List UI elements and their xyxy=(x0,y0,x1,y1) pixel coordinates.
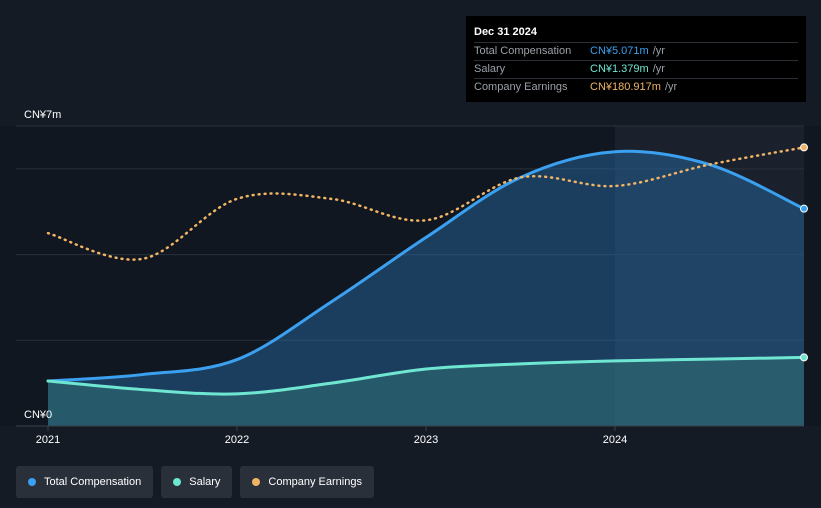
legend-dot-icon xyxy=(252,478,261,486)
legend-dot-icon xyxy=(28,478,36,486)
tooltip-value: CN¥5.071m xyxy=(590,45,649,57)
compensation-chart: 2021 2022 2023 2024 CN¥7m CN¥0 xyxy=(16,109,808,446)
x-tick-label: 2024 xyxy=(603,434,627,446)
legend-item-company-earnings[interactable]: Company Earnings xyxy=(240,466,374,498)
legend-item-salary[interactable]: Salary xyxy=(161,466,233,498)
tooltip-row-total-compensation: Total Compensation CN¥5.071m/yr xyxy=(474,42,798,60)
gridlines xyxy=(16,125,804,426)
tooltip-label: Company Earnings xyxy=(474,81,568,93)
series-areas xyxy=(48,151,804,427)
salary-line xyxy=(46,355,806,396)
total-compensation-area xyxy=(48,151,804,427)
legend-item-total-compensation[interactable]: Total Compensation xyxy=(16,466,154,498)
x-tick-label: 2022 xyxy=(225,434,249,446)
tooltip-row-salary: Salary CN¥1.379m/yr xyxy=(474,60,798,78)
legend-label: Salary xyxy=(189,476,221,488)
tooltip-label: Salary xyxy=(474,63,506,75)
y-axis-top-label: CN¥7m xyxy=(24,109,61,121)
latest-year-band xyxy=(615,126,804,426)
tooltip-unit: /yr xyxy=(652,45,665,57)
tooltip-value: CN¥180.917m xyxy=(590,81,661,93)
tooltip-unit: /yr xyxy=(652,63,665,75)
company-earnings-endpoint xyxy=(800,143,808,152)
salary-endpoint xyxy=(800,353,808,362)
total-compensation-endpoint xyxy=(800,204,808,213)
tooltip-unit: /yr xyxy=(664,81,678,93)
chart-legend: Total Compensation Salary Company Earnin… xyxy=(16,466,382,498)
y-axis-bottom-label: CN¥0 xyxy=(24,409,52,421)
x-tick-label: 2021 xyxy=(36,434,60,446)
chart-tooltip: Dec 31 2024 Total Compensation CN¥5.071m… xyxy=(466,16,806,102)
salary-area xyxy=(48,357,804,426)
company-earnings-line xyxy=(46,146,806,261)
series-endpoints xyxy=(800,143,808,362)
legend-label: Total Compensation xyxy=(44,476,142,488)
tooltip-value: CN¥1.379m xyxy=(590,63,649,75)
total-compensation-line xyxy=(46,149,806,383)
x-axis-ticks: 2021 2022 2023 2024 xyxy=(36,426,627,446)
x-tick-label: 2023 xyxy=(414,434,438,446)
tooltip-label: Total Compensation xyxy=(474,45,572,57)
legend-label: Company Earnings xyxy=(268,476,362,488)
tooltip-date: Dec 31 2024 xyxy=(474,26,537,38)
series-lines xyxy=(46,146,806,396)
tooltip-row-company-earnings: Company Earnings CN¥180.917m/yr xyxy=(474,78,798,96)
legend-dot-icon xyxy=(173,478,182,486)
